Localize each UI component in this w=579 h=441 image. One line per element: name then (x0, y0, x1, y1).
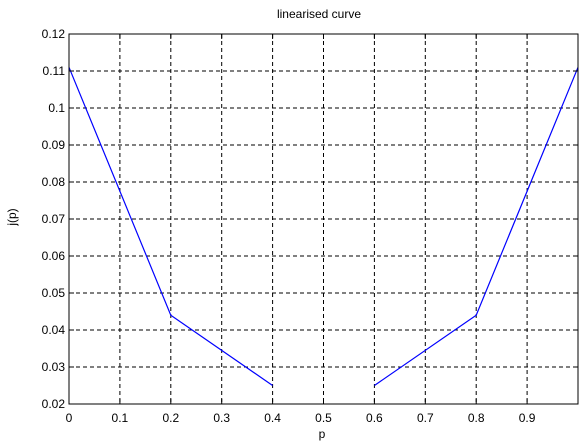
y-tick-label: 0.09 (42, 138, 66, 152)
y-tick-label: 0.04 (42, 323, 66, 337)
series-layer (68, 67, 579, 386)
y-tick-label: 0.08 (42, 175, 66, 189)
x-tick-label: 0.1 (112, 411, 129, 425)
y-tick-label: 0.06 (42, 249, 66, 263)
y-axis-ticks: 0.02 0.03 0.04 0.05 0.06 0.07 0.08 0.09 0.1 0.11 0… (42, 27, 578, 411)
x-tick-label: 0 (66, 411, 73, 425)
x-axis-ticks: 0 0.1 0.2 0.3 0.4 0.5 0.6 0.7 0.8 0.9 (66, 34, 536, 425)
x-tick-label: 0.4 (264, 411, 281, 425)
y-tick-label: 0.11 (43, 64, 66, 78)
series-line-segment (374, 67, 579, 386)
x-tick-label: 0.7 (417, 411, 434, 425)
y-tick-label: 0.03 (42, 360, 66, 374)
x-tick-label: 0.6 (366, 411, 383, 425)
x-tick-label: 0.5 (315, 411, 332, 425)
chart-title: linearised curve (277, 7, 361, 21)
y-axis-label: j(p) (5, 208, 19, 226)
series-line-segment (68, 67, 273, 386)
x-tick-label: 0.3 (213, 411, 230, 425)
y-tick-label: 0.05 (42, 286, 66, 300)
y-tick-label: 0.02 (42, 397, 66, 411)
grid (69, 34, 578, 404)
x-tick-label: 0.9 (519, 411, 536, 425)
x-axis-label: p (319, 427, 326, 441)
x-tick-label: 0.2 (162, 411, 179, 425)
x-tick-label: 0.8 (468, 411, 485, 425)
y-tick-label: 0.07 (42, 212, 66, 226)
y-tick-label: 0.12 (42, 27, 66, 41)
y-tick-label: 0.1 (48, 101, 65, 115)
